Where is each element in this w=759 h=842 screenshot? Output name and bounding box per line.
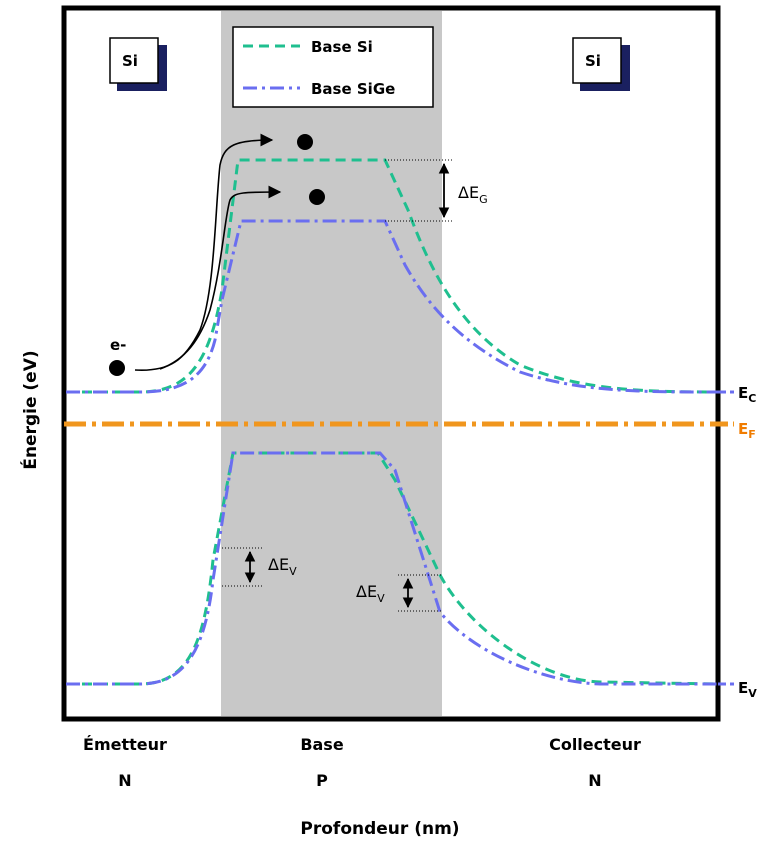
plot-frame [61,5,721,722]
delta-v2-label: ΔEV [356,582,385,605]
region-base-type: P [316,771,328,790]
legend-label-si: Base Si [311,38,373,56]
region-collector-name: Collecteur [549,735,641,754]
electron-dot-emitter [109,360,125,376]
delta-v1-label: ΔEV [268,555,297,578]
y-axis-label: Énergie (eV) [19,350,41,469]
region-collector-type: N [588,771,601,790]
electron-dot-upper [297,134,313,150]
electron-path-lower [159,185,282,370]
material-box-left: Si [109,37,167,91]
electron-dot-lower [309,189,325,205]
ev-label: EV [738,679,757,700]
electron-label: e- [110,336,126,354]
material-box-left-label: Si [122,52,138,70]
ec-label: EC [738,384,756,405]
x-axis-label: Profondeur (nm) [300,819,459,839]
region-emitter-name: Émetteur [83,735,167,754]
base-region [221,11,442,716]
legend: Base Si Base SiGe [232,26,434,108]
conduction-band-sige [66,219,719,394]
ef-label: EF [738,420,756,441]
valence-band-sige [66,451,718,686]
region-emitter-type: N [118,771,131,790]
legend-label-sige: Base SiGe [311,80,395,98]
region-base-name: Base [300,735,344,754]
material-box-right: Si [572,37,630,91]
delta-g-label: ΔEG [458,183,488,206]
conduction-band-si [66,158,719,394]
material-box-right-label: Si [585,52,601,70]
